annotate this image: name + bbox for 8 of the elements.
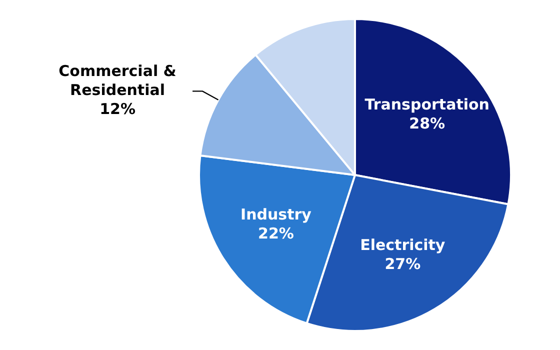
data-label: 27% bbox=[384, 254, 421, 273]
data-label: 28% bbox=[409, 114, 446, 133]
data-label: 22% bbox=[258, 224, 294, 243]
data-label: 12% bbox=[100, 100, 136, 118]
slice-label: Transportation bbox=[364, 96, 490, 114]
slice-label: Industry bbox=[240, 206, 312, 224]
slice-label: Commercial & Residential bbox=[58, 62, 176, 100]
slice-label: Electricity bbox=[360, 236, 446, 254]
